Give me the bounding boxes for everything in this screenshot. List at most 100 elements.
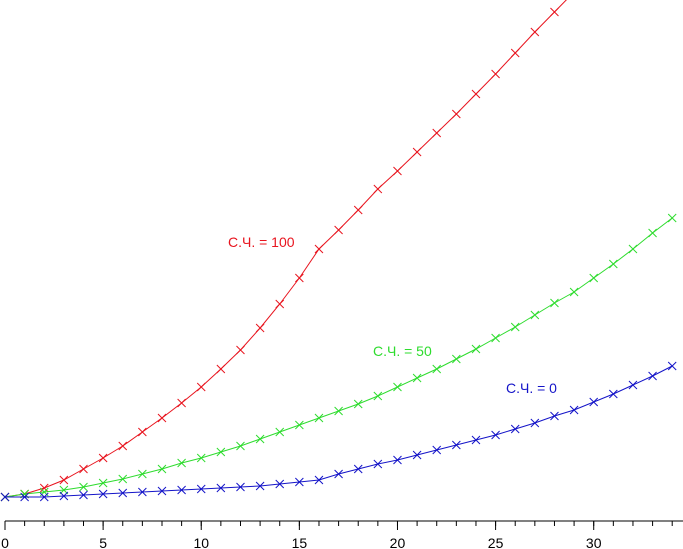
point-marker [471,435,481,445]
annotation: С.Ч. = 100 [228,234,295,250]
point-marker [491,430,500,440]
point-marker [608,389,618,399]
point-marker [589,397,599,407]
x-tick-label: 20 [390,535,406,549]
point-marker [510,48,520,58]
point-marker [98,489,108,499]
point-marker [98,478,108,488]
point-marker [550,7,559,17]
point-marker [530,310,540,320]
point-marker [491,333,500,343]
point-marker [648,228,657,238]
point-marker [196,484,206,494]
point-marker [648,371,657,381]
point-marker [275,479,285,489]
point-marker [216,364,226,374]
point-marker [451,354,461,364]
point-marker [177,485,186,495]
x-tick-label: 10 [193,535,209,549]
point-marker [118,488,128,498]
point-marker [550,298,559,308]
point-marker [39,483,49,493]
point-marker [98,453,108,463]
point-marker [118,474,128,484]
point-marker [373,391,383,401]
annotation: С.Ч. = 50 [373,343,432,359]
x-tick-label: 30 [586,535,602,549]
point-marker [569,405,579,415]
point-marker [255,323,265,333]
point-marker [550,411,559,421]
point-marker [314,244,324,254]
point-marker [393,166,402,176]
point-marker [79,464,88,474]
point-marker [275,299,285,309]
point-marker [59,491,69,501]
point-marker [510,424,520,434]
point-marker [373,184,383,194]
point-marker [628,380,638,390]
point-marker [373,459,383,469]
x-tick-label: 0 [1,535,9,549]
point-marker [451,109,461,119]
point-marker [530,418,540,428]
point-marker [138,487,147,497]
point-marker [157,464,167,474]
point-marker [20,492,29,502]
point-marker [412,450,422,460]
point-marker [491,69,500,79]
point-marker [589,273,599,283]
point-marker [255,434,265,444]
point-marker [334,225,343,235]
point-marker [569,287,579,297]
point-marker [314,413,324,423]
point-marker [236,345,245,355]
point-marker [432,445,442,455]
point-marker [471,344,481,354]
point-marker [628,244,638,254]
series-line [5,365,673,498]
point-marker [196,382,206,392]
point-marker [118,441,128,451]
point-marker [432,128,442,138]
point-marker [295,273,304,283]
point-marker [59,475,69,485]
annotation: С.Ч. = 0 [506,380,557,396]
point-marker [510,322,520,332]
point-marker [177,458,186,468]
point-marker [0,492,10,502]
x-tick-label: 15 [292,535,308,549]
x-tick-label: 25 [488,535,504,549]
point-marker [295,477,304,487]
point-marker [393,382,402,392]
x-tick-label: 5 [99,535,107,549]
point-marker [471,89,481,99]
plot-area [0,0,677,502]
point-marker [334,406,343,416]
point-marker [412,147,422,157]
point-marker [216,483,226,493]
point-marker [295,420,304,430]
point-marker [412,373,422,383]
point-marker [393,455,402,465]
point-marker [353,399,363,409]
point-marker [451,440,461,450]
point-marker [667,213,677,223]
point-marker [157,486,167,496]
point-marker [608,259,618,269]
point-marker [196,453,206,463]
point-marker [236,482,245,492]
point-marker [334,469,343,479]
point-marker [432,364,442,374]
point-marker [530,27,540,37]
point-marker [39,492,49,502]
point-marker [314,475,324,485]
point-marker [353,205,363,215]
point-marker [275,427,285,437]
point-marker [138,427,147,437]
series-line [4,217,673,498]
point-marker [177,398,186,408]
point-marker [79,490,88,500]
point-marker [138,469,147,479]
